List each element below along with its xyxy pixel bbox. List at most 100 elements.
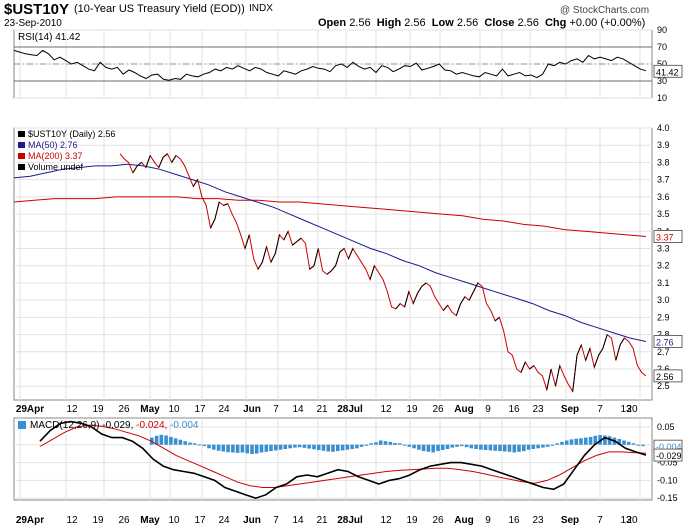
macd-histogram-bar [197,444,202,446]
price-up-segment [326,270,332,275]
x-tick-label: 24 [218,404,230,415]
rsi-panel: 10 30 50 70 90 RSI(14) 41.42 41.42 [13,25,683,103]
macd-histogram-bar [164,435,168,445]
rsi-tick-label: 30 [657,76,667,86]
macd-histogram-bar [192,443,197,445]
price-up-segment [442,304,449,311]
macd-histogram-bar [355,444,359,449]
price-tick-label: 2.6 [657,364,670,374]
macd-histogram-bar [216,444,221,451]
price-tick-label: 3.1 [657,278,670,288]
macd-histogram-bar [269,444,273,452]
macd-histogram-bar [493,444,497,451]
price-up-segment [554,365,561,387]
macd-histogram-bar [417,444,421,450]
macd-histogram-bar [450,444,455,448]
macd-histogram-bar [288,444,292,449]
macd-histogram-bar [207,444,211,449]
macd-histogram-bar [321,444,326,451]
macd-histogram-bar [202,444,207,447]
x-tick-label: 20 [626,515,638,526]
macd-histogram-bar [545,444,550,447]
macd-histogram-bar [383,441,388,445]
price-up-segment [335,251,341,266]
macd-histogram-bar [312,444,316,450]
macd-histogram-bar [297,444,302,448]
macd-histogram-bar [569,439,574,445]
price-up-segment [520,361,526,373]
price-tick-label: 2.5 [657,381,670,391]
x-tick-label: 7 [273,515,279,526]
macd-histogram-bar [412,444,416,449]
x-tick-label: 26 [432,515,444,526]
macd-histogram-bar [359,444,364,447]
macd-histogram-bar [502,444,507,452]
price-up-segment [417,286,423,294]
price-up-segment [274,234,281,254]
macd-histogram-bar [388,441,393,445]
x-tick-label: 13 [620,404,632,415]
macd-histogram-bar [445,444,450,449]
x-tick-label: 12 [66,404,78,415]
macd-histogram-bar [331,444,335,452]
price-up-segment [158,157,164,168]
macd-histogram-bar [402,444,407,446]
macd-histogram-bar [483,444,488,450]
price-tick-label: 3.8 [657,157,670,167]
price-legend-swatch [18,153,25,159]
price-up-segment [136,162,142,167]
price-up-segment [395,303,401,310]
chg-value: +0.00 (+0.00%) [569,17,646,29]
price-tick-label: 3.3 [657,244,670,254]
x-tick-label: 12 [380,515,392,526]
macd-histogram-bar [440,444,445,450]
ma200-last-value-label: 3.37 [656,232,674,242]
macd-histogram-bar [240,444,245,453]
price-up-segment [330,265,336,272]
brand-watermark: @ StockCharts.com [560,5,650,16]
price-up-segment [529,365,535,370]
macd-histogram-bar [564,440,569,445]
macd-histogram-bar [169,436,173,445]
high-value: 2.56 [404,17,426,29]
price-up-segment [132,165,138,174]
rsi-tick-label: 70 [657,42,667,52]
price-legend-swatch [18,164,25,170]
low-label: Low [431,17,454,29]
open-value: 2.56 [349,17,371,29]
macd-histogram-bar [617,439,621,445]
rsi-last-value-box [653,64,683,78]
macd-histogram-bar [507,444,512,452]
macd-histogram-bar [636,444,641,446]
macd-histogram-bar [607,436,612,445]
macd-histogram-bar [526,444,531,450]
rsi-last-value-label: 41.42 [656,67,679,77]
x-axis-price: 29Apr 12 19 26 May 10 17 24 Jun 7 14 21 28Jul 12 19 26 A… [16,404,638,415]
x-axis-macd: 29Apr 12 19 26 May 10 17 24 Jun 7 14 21 28Jul 12 19 26 A… [16,515,638,526]
macd-histogram-bar [479,444,483,450]
price-up-segment [283,231,289,241]
macd-histogram-bar [498,444,502,452]
x-tick-label: May [140,515,160,526]
macd-histogram-bar [574,438,579,445]
macd-signal-line [39,424,647,488]
macd-histogram-bar [469,444,474,449]
macd-legend-swatch [18,421,26,429]
price-last-value-label: 2.56 [656,372,674,382]
price-up-segment [162,153,168,158]
open-label: Open [318,17,347,29]
ma200-line [13,196,647,237]
macd-histogram-bar [550,444,555,446]
macd-histogram-bar [588,436,593,445]
x-tick-label: Aug [454,404,473,415]
x-tick-label: 10 [168,515,180,526]
price-up-segment [192,179,199,187]
price-up-segment [348,248,354,260]
macd-histogram-bar [488,444,493,451]
price-tick-label: 2.8 [657,330,670,340]
macd-histogram-bar [316,444,321,450]
macd-histogram-bar [302,444,307,448]
macd-histogram-bar [398,443,402,445]
x-tick-label: 19 [406,404,418,415]
macd-histogram-bar [188,442,192,445]
